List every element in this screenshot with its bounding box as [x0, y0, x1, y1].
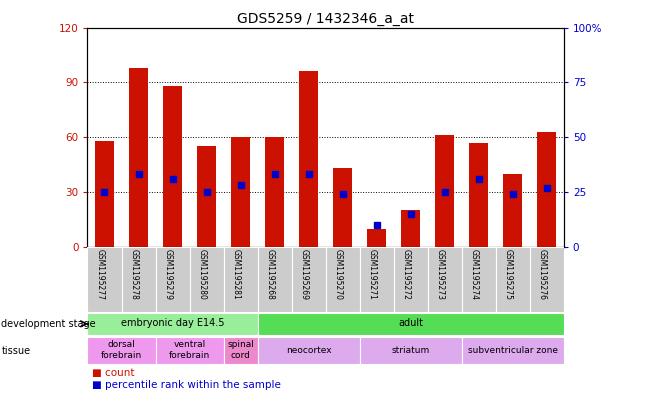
Text: GSM1195277: GSM1195277	[95, 249, 104, 300]
Bar	[257, 338, 360, 364]
Bar	[156, 247, 190, 312]
Text: GSM1195271: GSM1195271	[367, 249, 376, 299]
Text: GSM1195270: GSM1195270	[334, 249, 343, 300]
Bar	[163, 86, 182, 247]
Text: adult: adult	[398, 318, 423, 328]
Bar	[265, 137, 284, 247]
Text: spinal
cord: spinal cord	[227, 340, 254, 360]
Text: subventricular zone: subventricular zone	[468, 346, 558, 354]
Text: ■ percentile rank within the sample: ■ percentile rank within the sample	[92, 380, 281, 390]
Text: GSM1195272: GSM1195272	[402, 249, 411, 299]
Text: GSM1195268: GSM1195268	[266, 249, 275, 299]
Bar	[428, 247, 461, 312]
Bar	[122, 247, 156, 312]
Bar	[325, 247, 360, 312]
Text: GSM1195273: GSM1195273	[435, 249, 445, 300]
Text: GSM1195278: GSM1195278	[130, 249, 139, 299]
Text: GSM1195274: GSM1195274	[470, 249, 479, 300]
Bar	[87, 247, 122, 312]
Bar	[299, 72, 318, 247]
Bar	[333, 168, 352, 247]
Text: GSM1195275: GSM1195275	[503, 249, 513, 300]
Bar	[257, 313, 564, 335]
Text: neocortex: neocortex	[286, 346, 331, 354]
Text: embryonic day E14.5: embryonic day E14.5	[121, 318, 224, 328]
Bar	[224, 338, 257, 364]
Bar	[95, 141, 114, 247]
Bar	[156, 338, 224, 364]
Text: GSM1195269: GSM1195269	[299, 249, 308, 300]
Text: tissue: tissue	[1, 346, 30, 356]
Title: GDS5259 / 1432346_a_at: GDS5259 / 1432346_a_at	[237, 13, 414, 26]
Bar	[530, 247, 564, 312]
Text: striatum: striatum	[391, 346, 430, 354]
Text: GSM1195279: GSM1195279	[163, 249, 172, 300]
Bar	[393, 247, 428, 312]
Text: GSM1195280: GSM1195280	[198, 249, 207, 299]
Bar	[189, 247, 224, 312]
Bar	[537, 132, 556, 247]
Bar	[435, 135, 454, 247]
Bar	[87, 313, 257, 335]
Bar	[87, 338, 156, 364]
Bar	[224, 247, 257, 312]
Text: ventral
forebrain: ventral forebrain	[169, 340, 210, 360]
Bar	[367, 229, 386, 247]
Bar	[503, 174, 522, 247]
Bar	[461, 247, 496, 312]
Bar	[197, 146, 216, 247]
Text: dorsal
forebrain: dorsal forebrain	[101, 340, 142, 360]
Bar	[231, 137, 250, 247]
Bar	[469, 143, 488, 247]
Bar	[360, 247, 393, 312]
Bar	[292, 247, 325, 312]
Bar	[257, 247, 292, 312]
Text: development stage: development stage	[1, 319, 96, 329]
Bar	[360, 338, 461, 364]
Bar	[401, 210, 420, 247]
Text: GSM1195281: GSM1195281	[231, 249, 240, 299]
Text: ■ count: ■ count	[92, 368, 135, 378]
Bar	[496, 247, 530, 312]
Bar	[129, 68, 148, 247]
Text: GSM1195276: GSM1195276	[538, 249, 547, 300]
Bar	[461, 338, 564, 364]
